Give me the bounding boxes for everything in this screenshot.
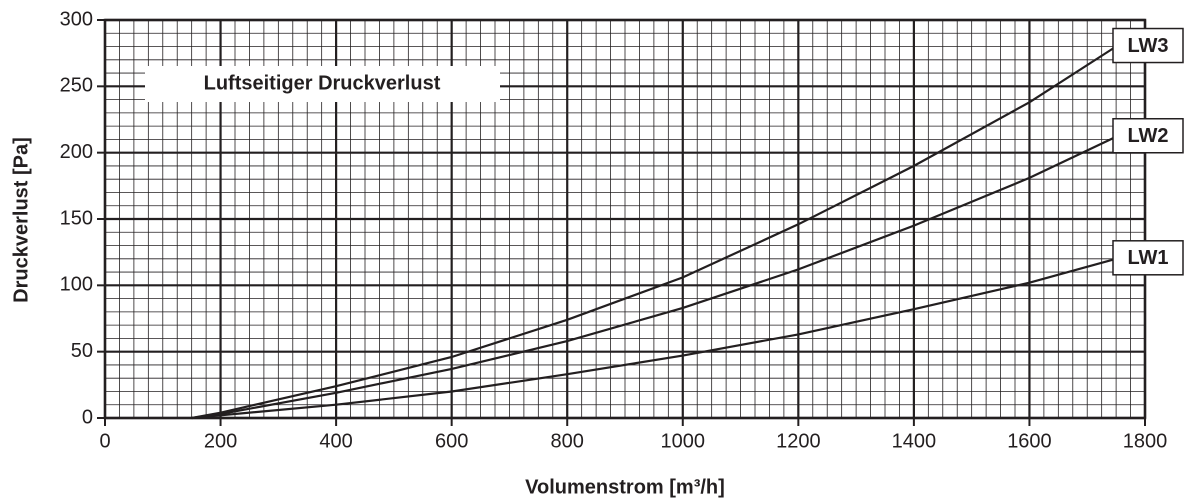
x-tick-label: 1000	[661, 430, 706, 452]
y-axis-title: Druckverlust [Pa]	[10, 137, 32, 303]
annotation-box	[145, 66, 500, 102]
series-line	[191, 257, 1117, 420]
x-tick-label: 1800	[1123, 430, 1168, 452]
series-label: LW2	[1127, 125, 1168, 147]
y-tick-label: 100	[60, 274, 93, 296]
x-axis-title: Volumenstrom [m³/h]	[525, 476, 725, 498]
x-tick-label: 1400	[892, 430, 937, 452]
y-tick-label: 200	[60, 141, 93, 163]
series-label-box	[1112, 27, 1184, 64]
x-tick-label: 1600	[1007, 430, 1052, 452]
x-tick-label: 400	[319, 430, 352, 452]
series-label-box	[1112, 117, 1184, 154]
y-tick-label: 0	[82, 406, 93, 428]
x-tick-label: 800	[551, 430, 584, 452]
series-line	[191, 135, 1117, 420]
plot-frame	[103, 18, 1147, 420]
x-tick-label: 0	[99, 430, 110, 452]
y-tick-label: 250	[60, 75, 93, 97]
y-tick-label: 300	[60, 8, 93, 30]
y-tick-label: 150	[60, 207, 93, 229]
x-tick-label: 1200	[776, 430, 821, 452]
y-tick-label: 50	[71, 340, 93, 362]
annotation: Luftseitiger Druckverlust	[204, 72, 441, 94]
x-tick-label: 200	[204, 430, 237, 452]
x-tick-label: 600	[435, 430, 468, 452]
series-label: LW3	[1127, 35, 1168, 57]
series-line	[191, 45, 1117, 420]
series-label: LW1	[1127, 247, 1168, 269]
series-label-box	[1112, 240, 1184, 276]
